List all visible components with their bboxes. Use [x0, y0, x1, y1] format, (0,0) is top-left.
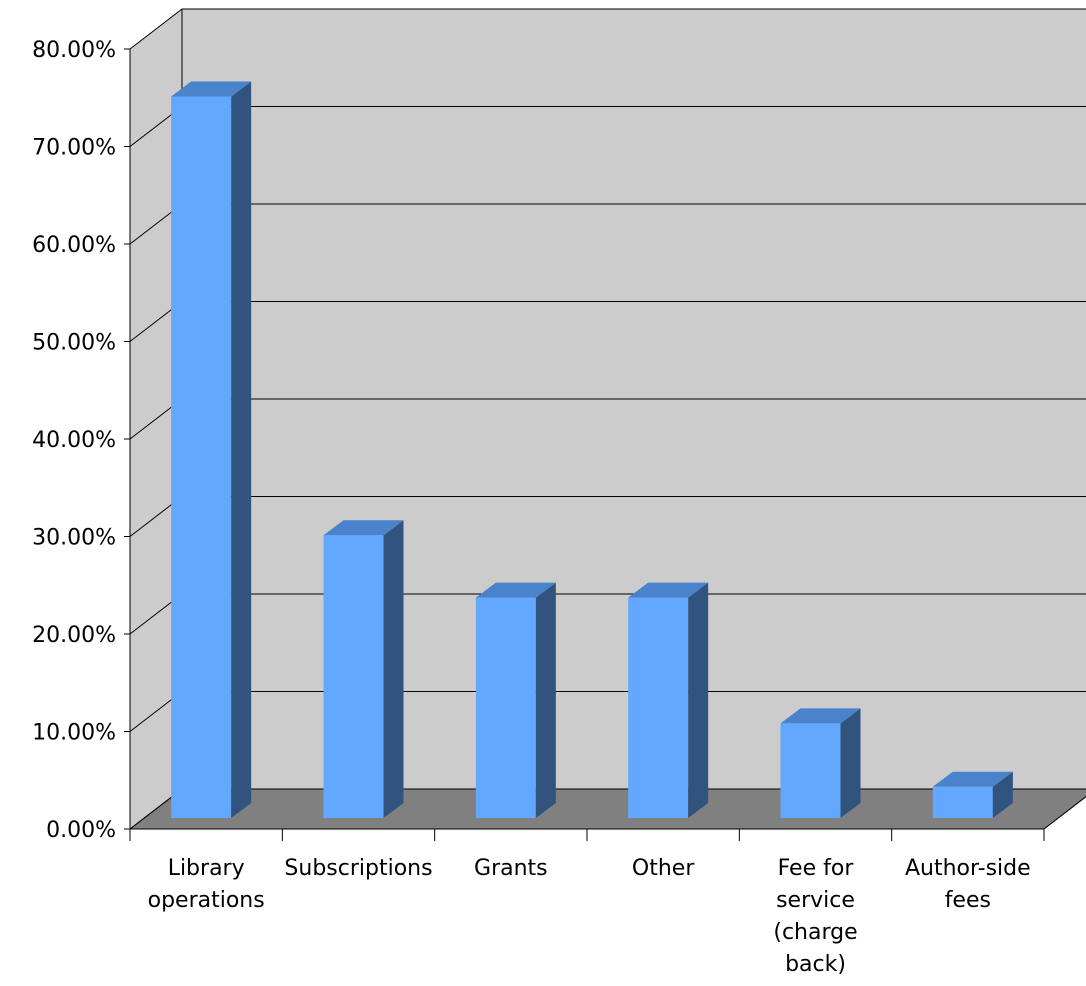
- x-category-label-line: Subscriptions: [284, 856, 432, 881]
- y-tick-label: 10.00%: [32, 721, 116, 746]
- chart-back-wall-layer: [130, 9, 1086, 829]
- x-category-label-line: operations: [148, 888, 265, 913]
- x-category-label: Subscriptions: [284, 856, 432, 881]
- x-category-label: Grants: [474, 856, 548, 881]
- x-category-label: Library operations: [148, 856, 265, 913]
- bar-side: [383, 520, 404, 818]
- bar-front: [323, 535, 384, 818]
- bar: [171, 81, 252, 818]
- y-tick-label: 60.00%: [32, 233, 116, 258]
- bar-side: [688, 582, 709, 818]
- x-category-label-line: (charge: [773, 920, 857, 945]
- bar-top: [628, 582, 709, 598]
- bar-front: [628, 597, 689, 818]
- x-category-label: Author-side fees: [905, 856, 1031, 913]
- bar-top: [932, 771, 1013, 787]
- bar-top: [323, 520, 404, 536]
- bar-front: [780, 723, 841, 818]
- bar-side: [840, 708, 861, 818]
- x-category-label-line: Other: [632, 856, 695, 881]
- bar: [932, 771, 1013, 818]
- bar-front: [171, 96, 232, 818]
- x-category-label: Other: [632, 856, 695, 881]
- y-tick-label: 20.00%: [32, 623, 116, 648]
- bar-top: [171, 81, 252, 97]
- bar-front: [932, 786, 993, 818]
- labels-layer: 0.00% 10.00% 20.00% 30.00% 40.00% 50.00% 60.00…: [32, 38, 1031, 977]
- bar-top: [780, 708, 861, 724]
- bar-side: [535, 582, 556, 818]
- y-tick-label: 40.00%: [32, 428, 116, 453]
- bar: [780, 708, 861, 818]
- x-category-label-line: Author-side: [905, 856, 1031, 881]
- y-tick-label: 30.00%: [32, 526, 116, 551]
- bar-front: [475, 597, 536, 818]
- x-category-label-line: Grants: [474, 856, 548, 881]
- x-category-label-line: fees: [945, 888, 991, 913]
- y-tick-label: 0.00%: [46, 818, 116, 843]
- x-category-label-line: Library: [168, 856, 245, 881]
- bar-side: [992, 771, 1013, 818]
- bar-top: [475, 582, 556, 598]
- y-tick-label: 70.00%: [32, 136, 116, 161]
- x-category-label-line: back): [785, 952, 846, 977]
- x-category-label-line: service: [776, 888, 855, 913]
- bar: [475, 582, 556, 818]
- bar: [323, 520, 404, 818]
- y-tick-label: 50.00%: [32, 331, 116, 356]
- axes-layer: [124, 48, 1045, 841]
- y-tick-label: 80.00%: [32, 38, 116, 63]
- x-category-label: Fee for service (charge back): [773, 856, 857, 977]
- gridline-side: [129, 8, 183, 50]
- bars-layer: [171, 81, 1013, 818]
- bar: [628, 582, 709, 818]
- x-category-label-line: Fee for: [778, 856, 855, 881]
- bar-side: [231, 81, 252, 818]
